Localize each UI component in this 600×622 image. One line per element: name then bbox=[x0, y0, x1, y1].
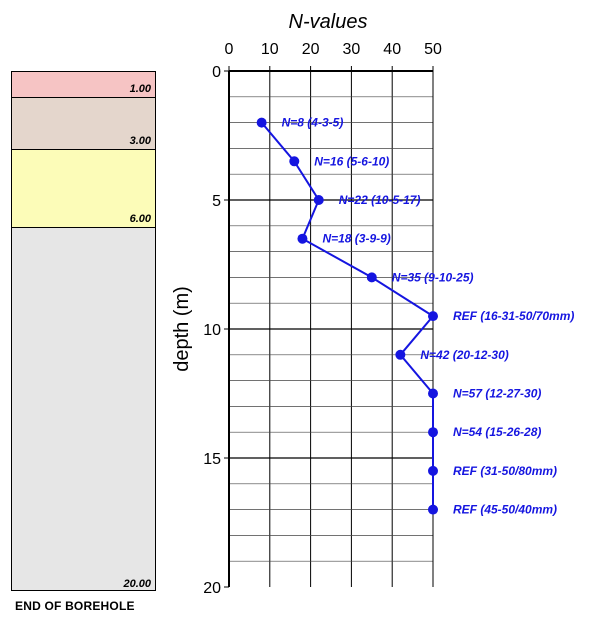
n-value-point bbox=[256, 117, 267, 128]
soil-layer: 20.00 bbox=[12, 228, 155, 590]
n-value-label: N=54 (15-26-28) bbox=[453, 425, 541, 439]
soil-layer: 3.00 bbox=[12, 98, 155, 150]
n-value-point bbox=[395, 349, 406, 360]
n-value-label: N=35 (9-10-25) bbox=[392, 270, 474, 284]
layer-depth-label: 3.00 bbox=[129, 135, 151, 147]
borehole-log: 1.00 3.00 6.00 20.00 bbox=[11, 71, 156, 591]
y-tick-label: 20 bbox=[203, 580, 221, 597]
soil-layer: 6.00 bbox=[12, 150, 155, 228]
y-tick-label: 15 bbox=[203, 451, 221, 468]
n-value-label: REF (31-50/80mm) bbox=[453, 464, 557, 478]
n-value-line bbox=[260, 121, 435, 510]
layer-depth-label: 20.00 bbox=[123, 578, 151, 590]
layer-depth-label: 1.00 bbox=[129, 83, 151, 95]
n-value-point bbox=[428, 388, 438, 399]
n-value-point bbox=[297, 233, 308, 244]
end-of-borehole-label: END OF BOREHOLE bbox=[15, 599, 135, 613]
x-tick-label: 30 bbox=[343, 41, 361, 58]
x-tick-label: 20 bbox=[302, 41, 320, 58]
n-value-point bbox=[289, 156, 300, 167]
n-value-point bbox=[313, 195, 324, 205]
chart-title: N-values bbox=[289, 11, 368, 33]
n-value-point bbox=[366, 272, 377, 283]
x-tick-label: 0 bbox=[225, 41, 234, 58]
n-value-series: N=8 (4-3-5) N=16 (5-6-10) N=22 (10-5-17) N=… bbox=[256, 116, 574, 517]
n-value-point bbox=[428, 427, 438, 438]
n-value-point bbox=[428, 465, 438, 476]
layer-depth-label: 6.00 bbox=[129, 213, 151, 225]
soil-layer: 1.00 bbox=[12, 72, 155, 98]
x-tick-label: 50 bbox=[424, 41, 442, 58]
chart-axes: 0 10 20 30 40 50 0 5 10 15 20 bbox=[203, 41, 442, 597]
n-value-label: N=8 (4-3-5) bbox=[282, 116, 344, 130]
n-value-label: N=16 (5-6-10) bbox=[314, 154, 389, 168]
n-value-point bbox=[428, 504, 438, 515]
n-value-label: N=22 (10-5-17) bbox=[339, 193, 421, 207]
y-axis-label: depth (m) bbox=[171, 286, 193, 372]
n-value-label: REF (45-50/40mm) bbox=[453, 503, 557, 517]
n-value-label: N=57 (12-27-30) bbox=[453, 387, 541, 401]
n-value-label: N=42 (20-12-30) bbox=[420, 348, 508, 362]
x-tick-label: 40 bbox=[383, 41, 401, 58]
n-value-label: REF (16-31-50/70mm) bbox=[453, 309, 574, 323]
x-tick-label: 10 bbox=[261, 41, 279, 58]
y-tick-label: 0 bbox=[212, 64, 221, 81]
n-value-point bbox=[428, 311, 438, 322]
n-value-label: N=18 (3-9-9) bbox=[322, 232, 390, 246]
chart-grid bbox=[229, 71, 433, 587]
y-tick-label: 10 bbox=[203, 322, 221, 339]
y-tick-label: 5 bbox=[212, 193, 221, 210]
